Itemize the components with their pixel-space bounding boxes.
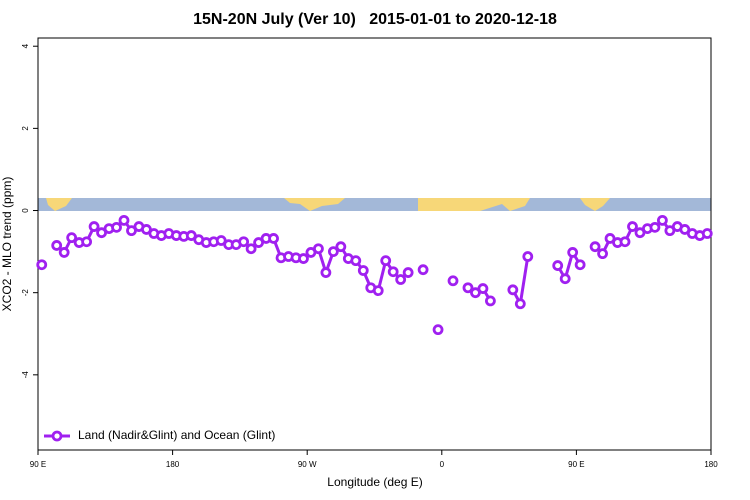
point (380, 255, 392, 267)
land-patch (580, 198, 610, 211)
point (559, 273, 571, 285)
x-tick-label: 90 E (30, 460, 46, 469)
point (477, 283, 489, 294)
x-tick-label: 180 (166, 460, 180, 469)
point (118, 214, 130, 226)
point (36, 259, 48, 271)
point (313, 243, 324, 255)
point (245, 243, 257, 255)
y-tick-label: -2 (21, 289, 30, 297)
land-patch (46, 198, 72, 211)
point (507, 284, 519, 296)
point (701, 228, 713, 239)
x-tick-label: 90 W (298, 460, 317, 469)
point (627, 221, 638, 232)
legend-marker (51, 430, 63, 442)
x-axis-title: Longitude (deg E) (327, 475, 422, 489)
point (51, 240, 63, 251)
point (81, 236, 93, 248)
point (238, 236, 250, 248)
point (58, 247, 70, 258)
point (656, 214, 668, 226)
point (402, 267, 414, 278)
y-tick-label: 2 (21, 126, 30, 131)
point (268, 233, 279, 244)
point (88, 221, 100, 232)
y-axis-title: XCO2 - MLO trend (ppm) (0, 177, 14, 312)
x-tick-label: 180 (704, 460, 718, 469)
point (387, 266, 399, 278)
point (111, 221, 122, 233)
y-tick-label: 0 (21, 208, 30, 213)
point (357, 265, 369, 276)
x-tick-label: 90 E (568, 460, 584, 469)
x-tick-label: 0 (440, 460, 445, 469)
point (462, 282, 474, 294)
point (417, 264, 429, 276)
point (552, 260, 564, 271)
y-tick-label: 4 (21, 43, 30, 48)
chart-title: 15N-20N July (Ver 10) 2015-01-01 to 2020… (193, 11, 557, 28)
plot-frame (37, 37, 712, 451)
point (350, 255, 362, 267)
point (649, 221, 661, 233)
point (522, 251, 534, 262)
ocean-strip (38, 198, 711, 211)
land-patch (418, 198, 530, 211)
y-tick-label: -4 (21, 371, 30, 379)
point (485, 295, 496, 307)
point (619, 236, 631, 248)
point (372, 285, 384, 297)
legend-label: Land (Nadir&Glint) and Ocean (Glint) (78, 428, 275, 442)
point (514, 298, 526, 310)
point (589, 241, 601, 253)
point (597, 248, 608, 260)
point (327, 246, 339, 257)
point (447, 275, 459, 287)
land-patch (284, 198, 345, 211)
point (320, 267, 332, 278)
point (66, 232, 78, 244)
point (574, 259, 586, 271)
point (298, 253, 309, 264)
point (335, 241, 347, 253)
point (395, 274, 407, 285)
point (432, 324, 444, 336)
point (567, 247, 579, 258)
land-ocean-band (38, 198, 711, 211)
